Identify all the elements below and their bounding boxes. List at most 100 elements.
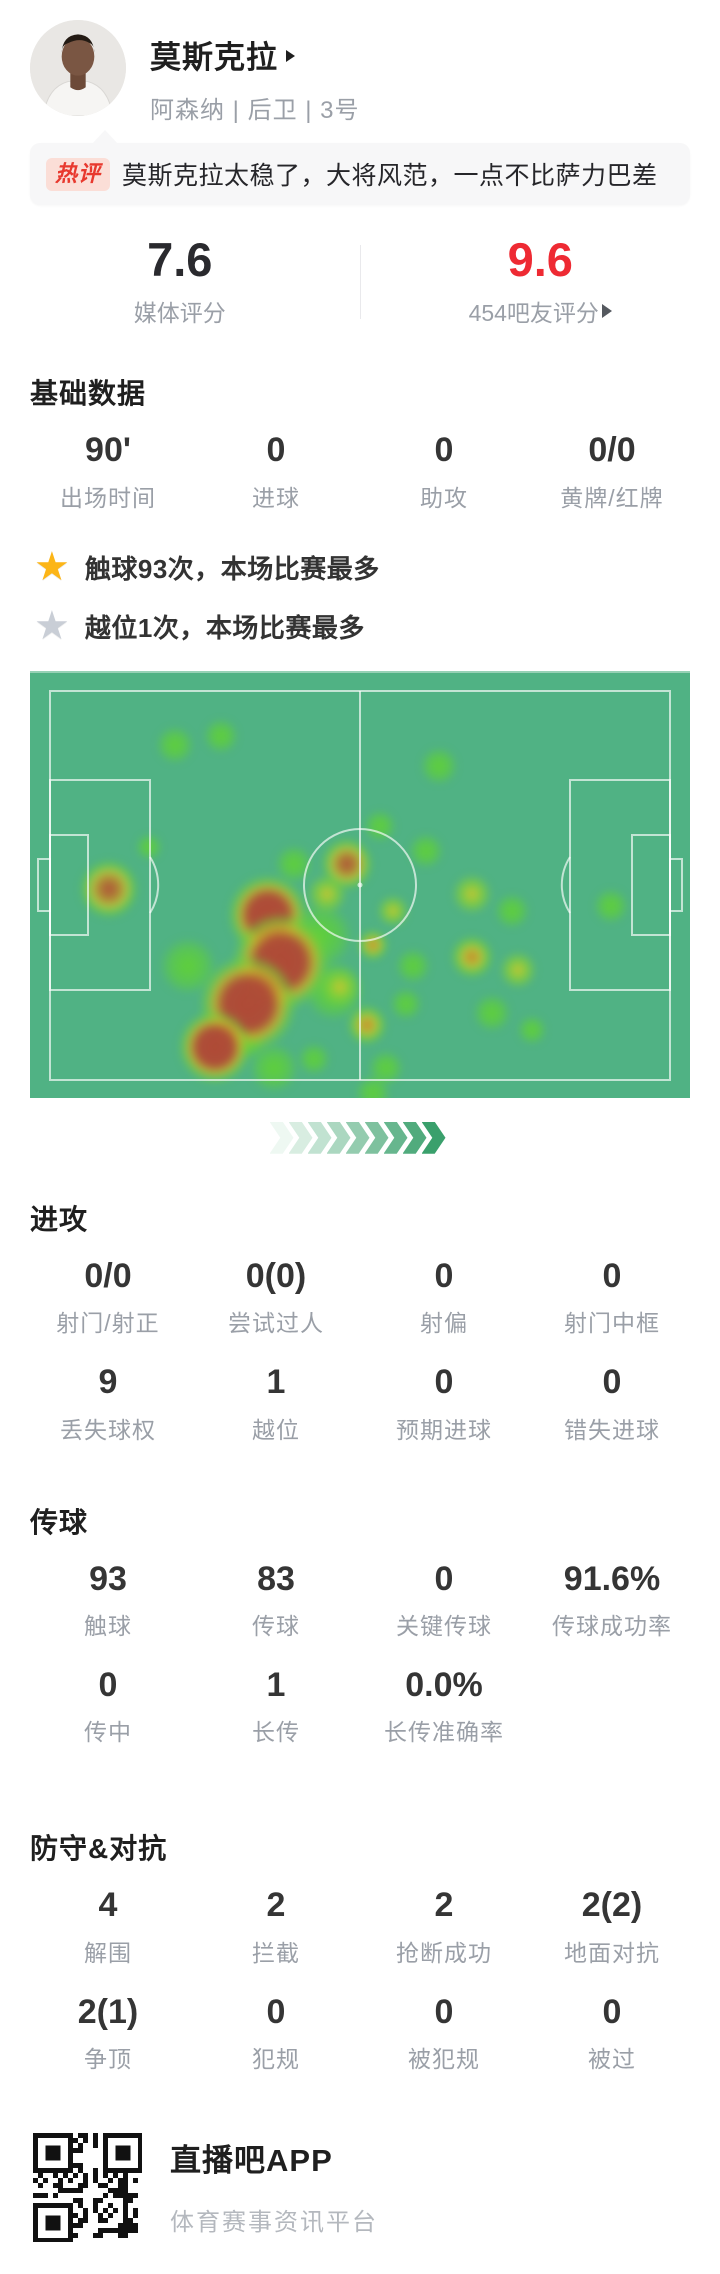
stat-label: 射偏 bbox=[360, 1304, 528, 1338]
stat-label: 争顶 bbox=[24, 2040, 192, 2074]
stat-cell: 0 射偏 bbox=[360, 1258, 528, 1338]
stat-value: 0 bbox=[528, 1364, 696, 1401]
stat-cell: 0 被犯规 bbox=[360, 1994, 528, 2074]
stat-value: 2(1) bbox=[24, 1994, 192, 2031]
app-tagline: 体育赛事资讯平台 bbox=[170, 2202, 378, 2237]
gray-star-icon: ★ bbox=[34, 608, 70, 644]
attack-direction-arrows bbox=[0, 1122, 720, 1154]
stat-value: 0 bbox=[528, 1258, 696, 1295]
stat-value: 2 bbox=[192, 1887, 360, 1924]
stat-cell: 93 触球 bbox=[24, 1561, 192, 1641]
media-rating-value: 7.6 bbox=[0, 235, 360, 284]
section-title-attack: 进攻 bbox=[30, 1198, 690, 1238]
stat-value: 9 bbox=[24, 1364, 192, 1401]
stat-label: 被过 bbox=[528, 2040, 696, 2074]
stat-label: 丢失球权 bbox=[24, 1411, 192, 1445]
stat-label: 传球成功率 bbox=[528, 1607, 696, 1641]
stat-label: 传中 bbox=[24, 1713, 192, 1747]
stat-value: 0 bbox=[360, 1364, 528, 1401]
app-qr-code bbox=[30, 2130, 142, 2242]
pitch-lines bbox=[30, 673, 690, 1098]
stat-cell: 0 关键传球 bbox=[360, 1561, 528, 1641]
player-avatar bbox=[30, 20, 126, 116]
stat-cell: 0 犯规 bbox=[192, 1994, 360, 2074]
highlight-row: ★触球93次，本场比赛最多 bbox=[34, 549, 720, 586]
player-name: 莫斯克拉 bbox=[150, 32, 278, 77]
stat-cell: 2(2)地面对抗 bbox=[528, 1887, 696, 1967]
stat-cell: 2 抢断成功 bbox=[360, 1887, 528, 1967]
stat-value: 2 bbox=[360, 1887, 528, 1924]
app-name: 直播吧APP bbox=[170, 2135, 378, 2180]
stat-label: 射门/射正 bbox=[24, 1304, 192, 1338]
media-rating-label: 媒体评分 bbox=[0, 294, 360, 328]
ratings-row: 7.6 媒体评分 9.6 454吧友评分 bbox=[0, 235, 720, 328]
stat-value: 0 bbox=[360, 1561, 528, 1598]
stat-value: 0 bbox=[192, 1994, 360, 2031]
stat-value: 0(0) bbox=[192, 1258, 360, 1295]
highlight-text: 越位1次，本场比赛最多 bbox=[85, 608, 365, 645]
section-title-defense: 防守&对抗 bbox=[30, 1827, 690, 1867]
hot-comment-text: 莫斯克拉太稳了，大将风范，一点不比萨力巴差 bbox=[122, 156, 658, 192]
chevron-right-icon bbox=[270, 1122, 294, 1154]
stat-value: 0 bbox=[360, 1994, 528, 2031]
stat-cell: 0 助攻 bbox=[360, 432, 528, 512]
fans-rating-label[interactable]: 454吧友评分 bbox=[361, 294, 720, 328]
stat-cell: 0 传中 bbox=[24, 1667, 192, 1747]
stat-label: 预期进球 bbox=[360, 1411, 528, 1445]
stat-label: 犯规 bbox=[192, 2040, 360, 2074]
stat-cell: 0 被过 bbox=[528, 1994, 696, 2074]
stat-value: 0/0 bbox=[24, 1258, 192, 1295]
stat-label: 解围 bbox=[24, 1934, 192, 1968]
media-rating: 7.6 媒体评分 bbox=[0, 235, 360, 328]
section-title-basic: 基础数据 bbox=[30, 372, 690, 412]
player-name-row[interactable]: 莫斯克拉 bbox=[150, 32, 360, 77]
stat-value: 0/0 bbox=[528, 432, 696, 469]
stat-label: 被犯规 bbox=[360, 2040, 528, 2074]
stat-cell: 9 丢失球权 bbox=[24, 1364, 192, 1444]
stat-cell: 90' 出场时间 bbox=[24, 432, 192, 512]
player-photo-placeholder bbox=[30, 20, 126, 116]
stat-value: 83 bbox=[192, 1561, 360, 1598]
stat-value: 91.6% bbox=[528, 1561, 696, 1598]
player-header: 莫斯克拉 阿森纳 | 后卫 | 3号 bbox=[0, 0, 720, 125]
fans-rating-value: 9.6 bbox=[361, 235, 720, 284]
stat-label: 抢断成功 bbox=[360, 1934, 528, 1968]
stat-label: 地面对抗 bbox=[528, 1934, 696, 1968]
fans-rating[interactable]: 9.6 454吧友评分 bbox=[361, 235, 720, 328]
stat-label: 错失进球 bbox=[528, 1411, 696, 1445]
stat-value: 0 bbox=[360, 1258, 528, 1295]
touch-heatmap bbox=[30, 671, 690, 1098]
team-position-number: 阿森纳 | 后卫 | 3号 bbox=[150, 90, 360, 125]
stat-label: 长传 bbox=[192, 1713, 360, 1747]
highlight-row: ★ 越位1次，本场比赛最多 bbox=[34, 608, 720, 645]
stat-value: 90' bbox=[24, 432, 192, 469]
stat-label: 射门中框 bbox=[528, 1304, 696, 1338]
stat-value: 0 bbox=[528, 1994, 696, 2031]
stat-value: 93 bbox=[24, 1561, 192, 1598]
stat-cell: 0 射门中框 bbox=[528, 1258, 696, 1338]
stat-value: 0.0% bbox=[360, 1667, 528, 1704]
stat-value: 0 bbox=[24, 1667, 192, 1704]
stat-label: 关键传球 bbox=[360, 1607, 528, 1641]
stat-cell: 2(1) 争顶 bbox=[24, 1994, 192, 2074]
stat-cell: 0 错失进球 bbox=[528, 1364, 696, 1444]
stat-label: 进球 bbox=[192, 479, 360, 513]
stat-cell: 91.6% 传球成功率 bbox=[528, 1561, 696, 1641]
stat-label: 长传准确率 bbox=[360, 1713, 528, 1747]
stat-label: 出场时间 bbox=[24, 479, 192, 513]
stat-label: 拦截 bbox=[192, 1934, 360, 1968]
stat-cell: 0 预期进球 bbox=[360, 1364, 528, 1444]
stat-label: 助攻 bbox=[360, 479, 528, 513]
stat-value: 0 bbox=[360, 432, 528, 469]
stat-label: 触球 bbox=[24, 1607, 192, 1641]
hot-comment-bubble: 热评 莫斯克拉太稳了，大将风范，一点不比萨力巴差 bbox=[30, 143, 690, 205]
